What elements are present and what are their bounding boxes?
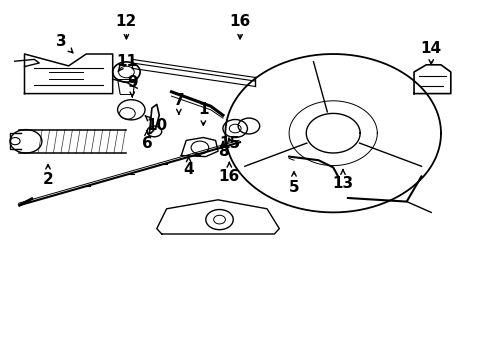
Text: 5: 5: [289, 172, 299, 195]
Text: 7: 7: [173, 93, 184, 114]
Text: 13: 13: [332, 170, 354, 191]
Text: 14: 14: [420, 41, 442, 64]
Text: 4: 4: [183, 156, 194, 177]
Text: 6: 6: [142, 131, 152, 152]
Text: 12: 12: [116, 14, 137, 39]
Text: 11: 11: [116, 54, 137, 72]
Text: 1: 1: [198, 102, 209, 125]
Text: 16: 16: [219, 163, 240, 184]
Text: 8: 8: [218, 141, 228, 159]
Text: 16: 16: [229, 14, 251, 39]
Text: 2: 2: [43, 165, 53, 188]
Text: 9: 9: [127, 75, 138, 96]
Text: 3: 3: [56, 34, 73, 53]
Text: 10: 10: [145, 116, 168, 134]
Text: 15: 15: [220, 136, 241, 152]
